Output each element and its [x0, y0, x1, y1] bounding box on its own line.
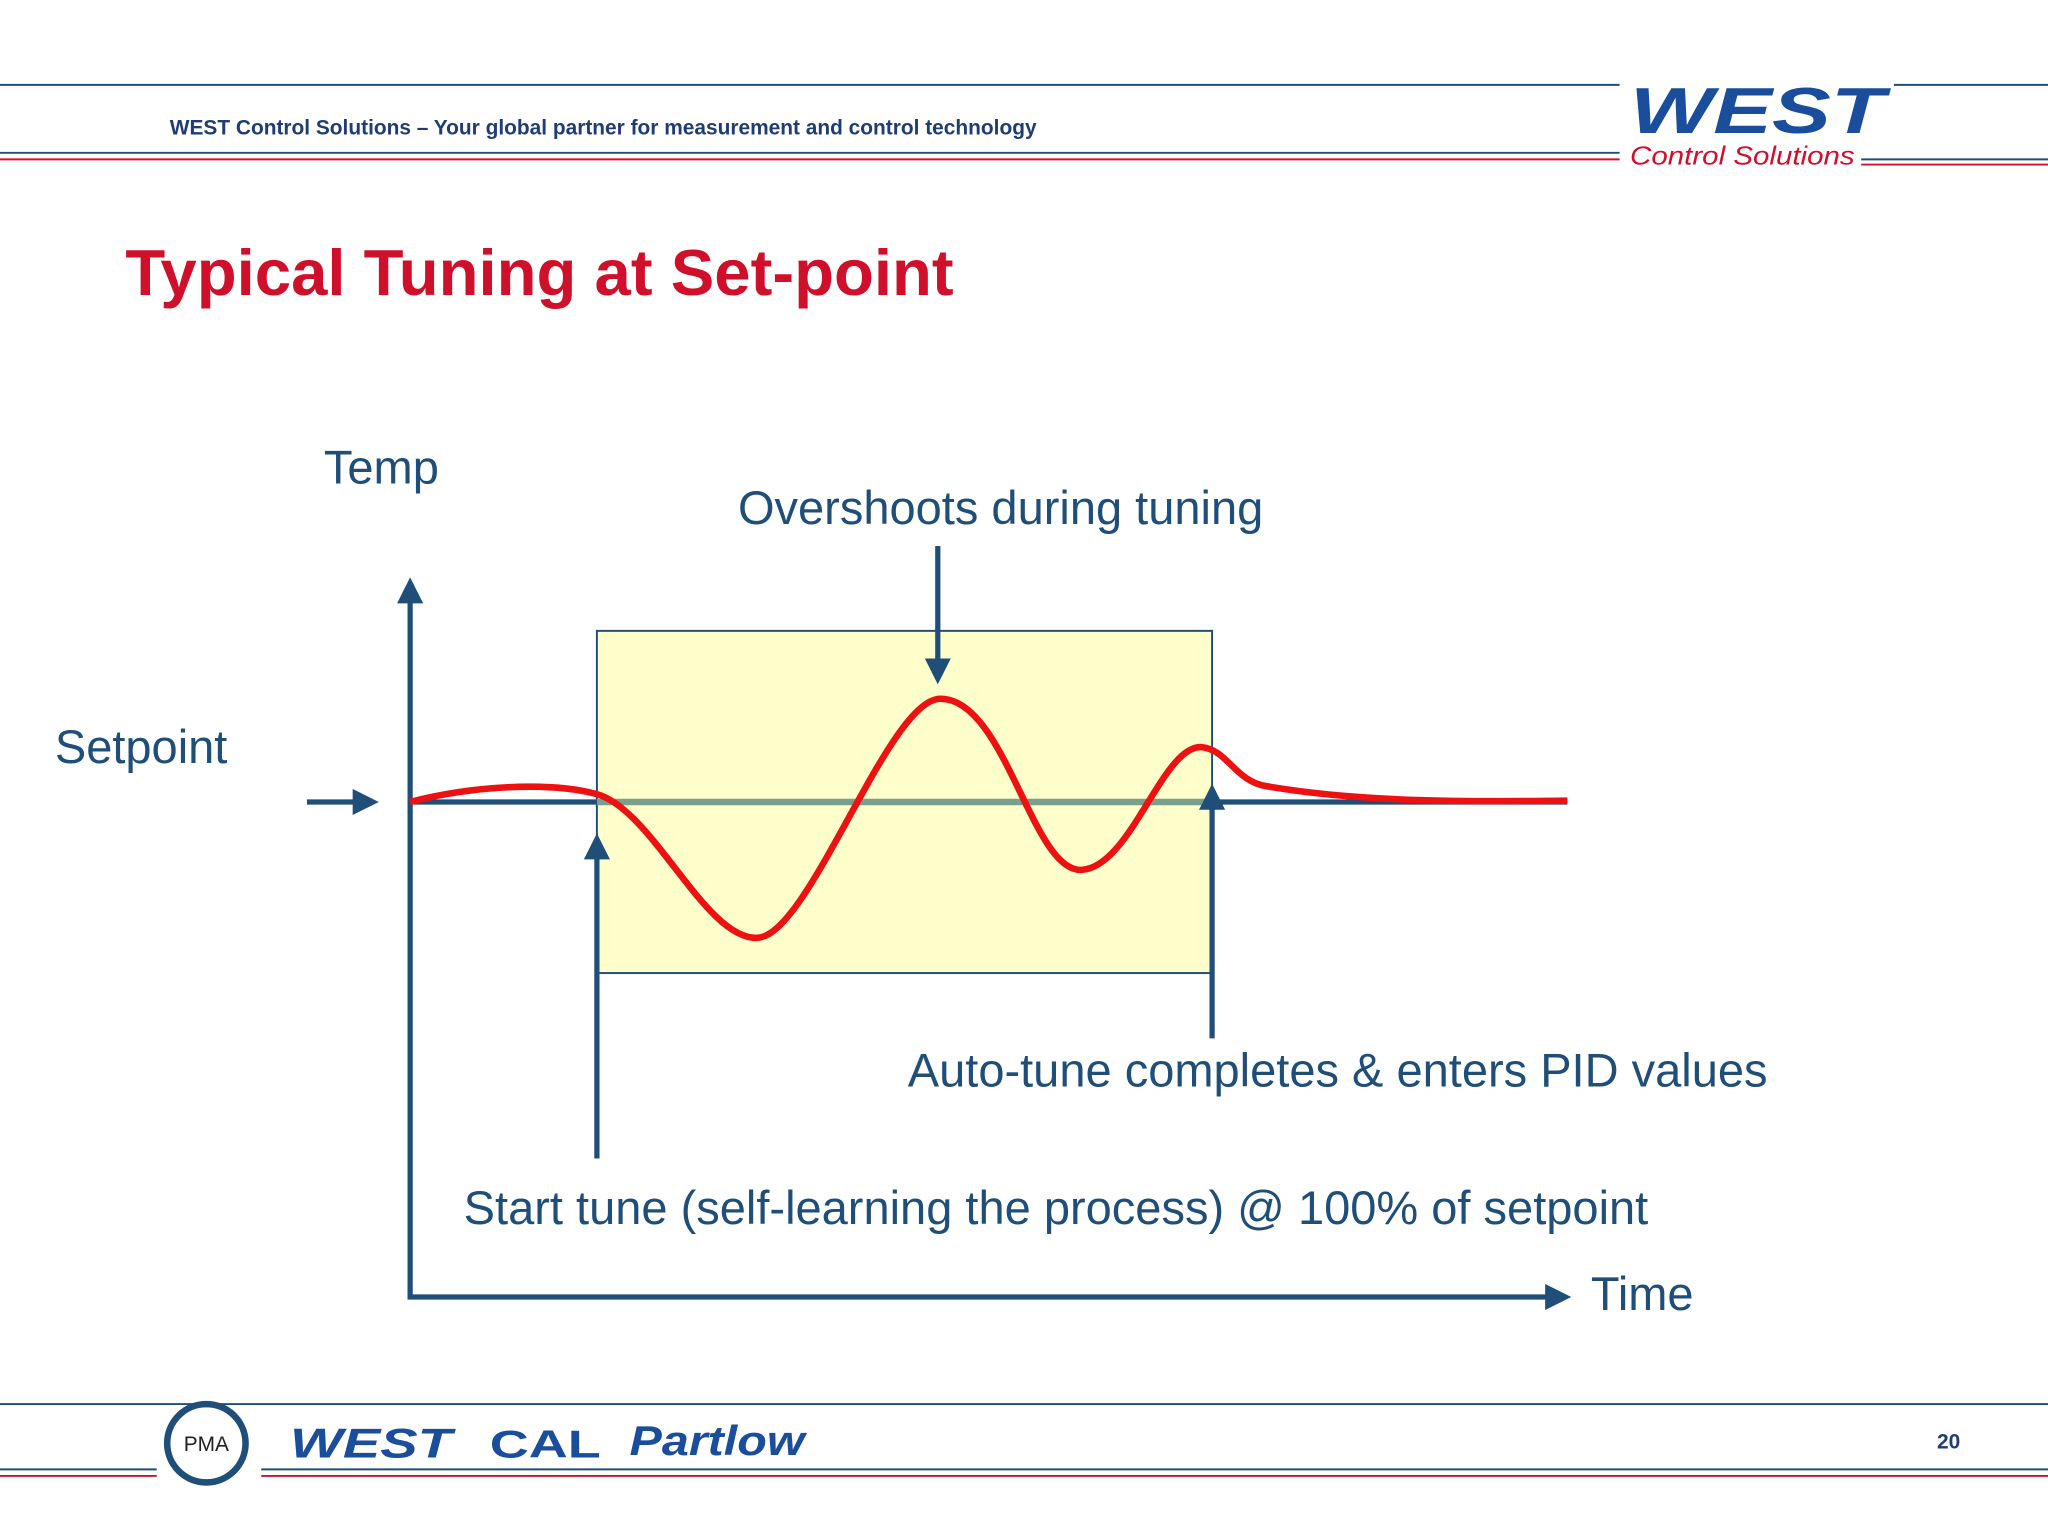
logo: WEST — [1630, 74, 1892, 147]
tagline: WEST Control Solutions – Your global par… — [170, 117, 1037, 140]
cal-logo: CAL — [490, 1424, 601, 1467]
start-label: Start tune (self-learning the process) @… — [464, 1181, 1649, 1234]
setpoint-label: Setpoint — [55, 720, 228, 773]
page-number: 20 — [1937, 1430, 1960, 1453]
x-label: Time — [1591, 1267, 1694, 1320]
y-label: Temp — [324, 440, 439, 493]
slide-title: Typical Tuning at Set-point — [125, 236, 953, 309]
pma-text: PMA — [184, 1433, 229, 1456]
logo-sub: Control Solutions — [1630, 141, 1855, 171]
pma-logo — [163, 1400, 249, 1486]
partlow-logo: Partlow — [630, 1417, 808, 1464]
response-curve — [409, 695, 1568, 942]
west-logo: WEST — [290, 1420, 457, 1467]
overshoot-label: Overshoots during tuning — [738, 481, 1263, 534]
complete-label: Auto-tune completes & enters PID values — [908, 1044, 1768, 1097]
